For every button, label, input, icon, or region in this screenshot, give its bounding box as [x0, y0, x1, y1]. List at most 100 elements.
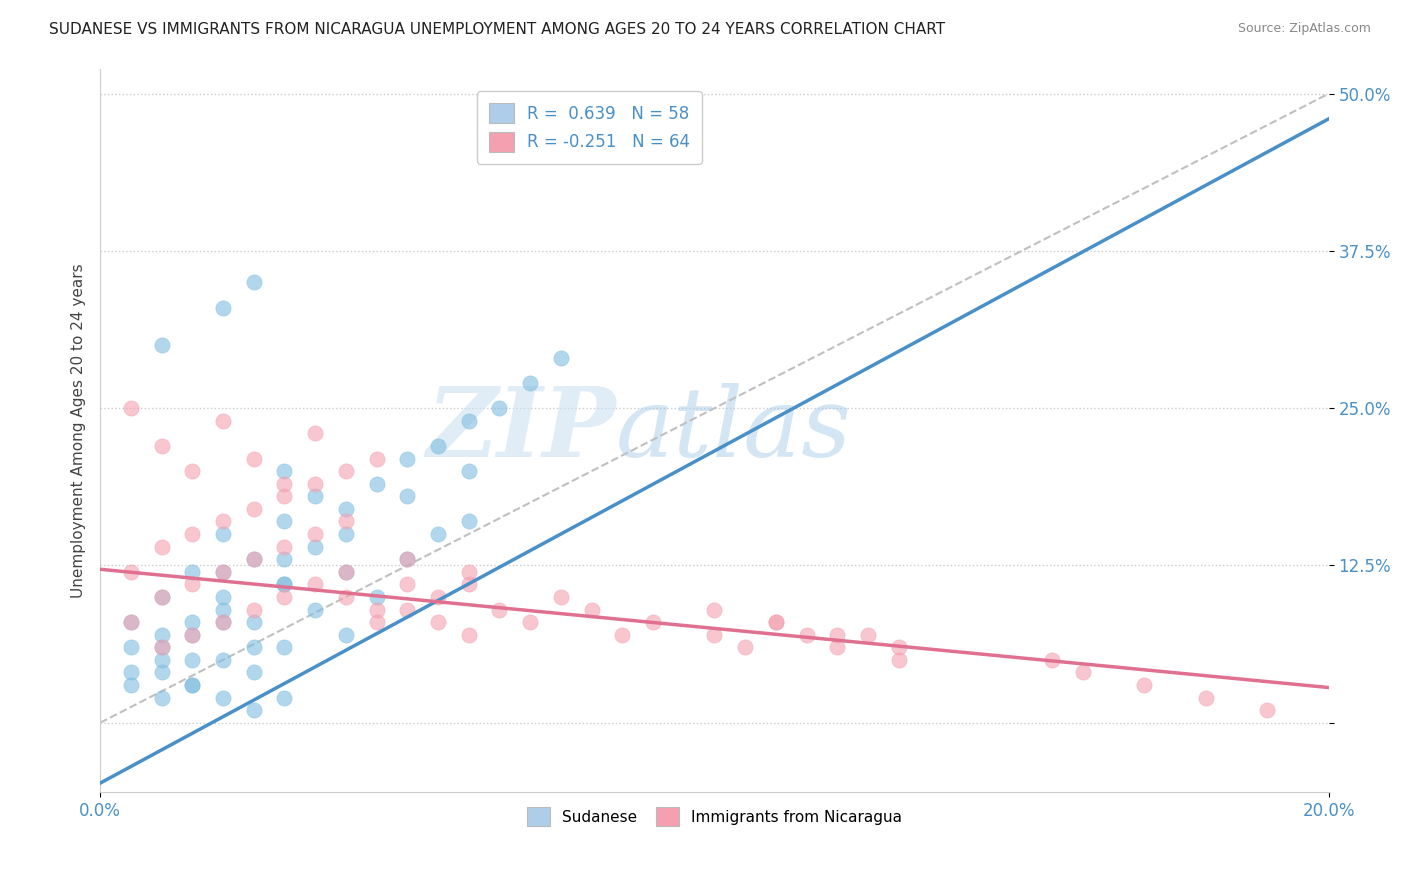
Point [457, 628, 479, 642]
Point [457, 577, 479, 591]
Point [181, 628, 204, 642]
Point [212, 590, 235, 604]
Point [335, 628, 357, 642]
Point [181, 628, 204, 642]
Point [366, 615, 388, 629]
Point [335, 565, 357, 579]
Point [488, 602, 510, 616]
Point [366, 476, 388, 491]
Point [212, 414, 235, 428]
Point [304, 527, 326, 541]
Point [242, 703, 264, 717]
Point [825, 640, 848, 655]
Point [335, 501, 357, 516]
Point [150, 690, 173, 705]
Point [641, 615, 664, 629]
Point [120, 565, 142, 579]
Point [273, 577, 295, 591]
Point [273, 540, 295, 554]
Point [335, 590, 357, 604]
Text: ZIP: ZIP [426, 384, 616, 477]
Point [396, 451, 419, 466]
Point [335, 565, 357, 579]
Point [242, 615, 264, 629]
Point [120, 615, 142, 629]
Point [212, 527, 235, 541]
Point [366, 590, 388, 604]
Point [120, 615, 142, 629]
Point [765, 615, 787, 629]
Point [396, 489, 419, 503]
Point [887, 640, 910, 655]
Point [150, 628, 173, 642]
Point [519, 615, 541, 629]
Point [273, 515, 295, 529]
Point [242, 552, 264, 566]
Point [335, 464, 357, 478]
Point [796, 628, 818, 642]
Point [212, 615, 235, 629]
Point [335, 527, 357, 541]
Point [273, 590, 295, 604]
Point [120, 640, 142, 655]
Point [212, 602, 235, 616]
Point [242, 640, 264, 655]
Point [612, 628, 634, 642]
Point [488, 401, 510, 416]
Point [150, 653, 173, 667]
Point [212, 565, 235, 579]
Point [856, 628, 879, 642]
Point [273, 489, 295, 503]
Point [1195, 690, 1218, 705]
Point [150, 665, 173, 680]
Point [242, 501, 264, 516]
Point [120, 665, 142, 680]
Point [1040, 653, 1063, 667]
Point [181, 653, 204, 667]
Point [273, 552, 295, 566]
Point [212, 653, 235, 667]
Point [150, 640, 173, 655]
Point [212, 565, 235, 579]
Point [427, 439, 450, 453]
Point [304, 426, 326, 441]
Point [1071, 665, 1094, 680]
Point [304, 577, 326, 591]
Point [212, 515, 235, 529]
Point [304, 489, 326, 503]
Point [150, 590, 173, 604]
Point [273, 476, 295, 491]
Point [181, 565, 204, 579]
Point [765, 615, 787, 629]
Point [181, 678, 204, 692]
Point [457, 464, 479, 478]
Point [242, 665, 264, 680]
Point [150, 338, 173, 352]
Point [273, 690, 295, 705]
Point [181, 615, 204, 629]
Text: Source: ZipAtlas.com: Source: ZipAtlas.com [1237, 22, 1371, 36]
Point [366, 451, 388, 466]
Point [703, 602, 725, 616]
Point [120, 401, 142, 416]
Point [304, 540, 326, 554]
Point [212, 690, 235, 705]
Point [519, 376, 541, 390]
Y-axis label: Unemployment Among Ages 20 to 24 years: Unemployment Among Ages 20 to 24 years [72, 263, 86, 598]
Point [304, 476, 326, 491]
Point [181, 464, 204, 478]
Point [427, 615, 450, 629]
Point [212, 615, 235, 629]
Point [181, 527, 204, 541]
Point [366, 602, 388, 616]
Point [212, 301, 235, 315]
Point [396, 552, 419, 566]
Point [550, 351, 572, 365]
Point [181, 678, 204, 692]
Point [273, 640, 295, 655]
Point [242, 602, 264, 616]
Point [242, 451, 264, 466]
Point [273, 577, 295, 591]
Point [825, 628, 848, 642]
Point [396, 552, 419, 566]
